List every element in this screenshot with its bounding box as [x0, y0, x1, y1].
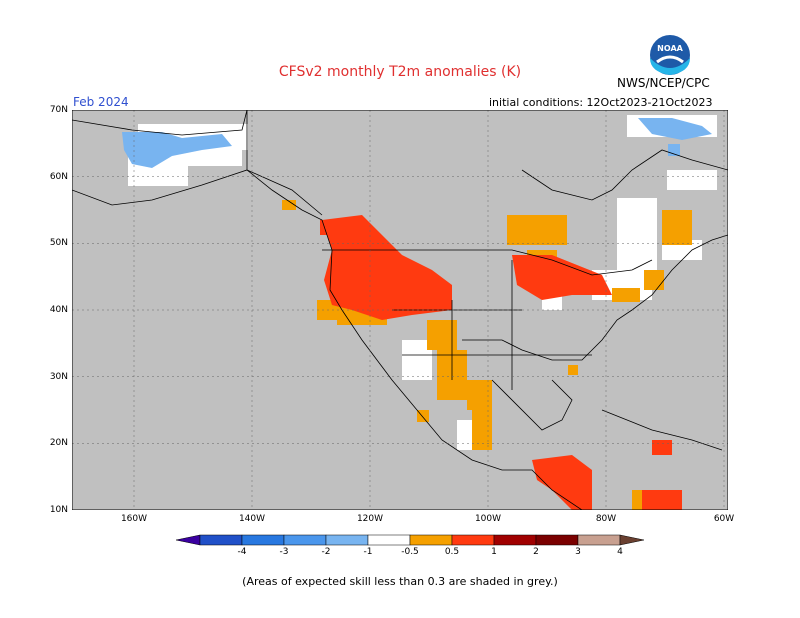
initial-conditions-label: initial conditions: 12Oct2023-21Oct2023: [489, 96, 713, 109]
colorbar-tick-label: 0.5: [444, 547, 460, 557]
anomaly-map: [72, 110, 728, 510]
lon-label-60w: 60W: [713, 514, 735, 524]
warm-red-regions: [320, 215, 682, 510]
agency-label: NWS/NCEP/CPC: [617, 76, 710, 90]
month-label: Feb 2024: [73, 95, 129, 109]
colorbar-tick-label: -4: [237, 547, 247, 557]
lon-label-120w: 120W: [356, 514, 384, 524]
colorbar-segment: [241, 534, 285, 546]
colorbar-tick-label: 1: [491, 547, 497, 557]
lon-label-160w: 160W: [120, 514, 148, 524]
colorbar-segment: [409, 534, 453, 546]
colorbar-segment: [493, 534, 537, 546]
colorbar-tick-label: 2: [533, 547, 539, 557]
graticule: [72, 110, 728, 510]
colorbar-tick-label: -1: [363, 547, 373, 557]
lat-label-20n: 20N: [49, 438, 68, 448]
lat-label-10n: 10N: [49, 505, 68, 515]
lat-label-40n: 40N: [49, 305, 68, 315]
lat-label-30n: 30N: [49, 372, 68, 382]
lat-label-60n: 60N: [49, 172, 68, 182]
colorbar-segment: [325, 534, 369, 546]
colorbar-segment: [199, 534, 243, 546]
colorbar-segment: [451, 534, 495, 546]
logo-text: NOAA: [657, 44, 683, 53]
colorbar-segments: [175, 534, 645, 546]
coastlines: [72, 110, 728, 510]
colorbar-arrow-low: [175, 534, 201, 546]
chart-title: CFSv2 monthly T2m anomalies (K): [278, 64, 522, 80]
noaa-logo: NOAA: [650, 35, 690, 75]
colorbar-tick-label: -2: [321, 547, 331, 557]
colorbar-segment: [283, 534, 327, 546]
cool-regions: [122, 118, 712, 168]
skill-note: (Areas of expected skill less than 0.3 a…: [242, 575, 558, 588]
lat-label-70n: 70N: [49, 105, 68, 115]
colorbar-arrow-high: [619, 534, 645, 546]
colorbar-segment: [535, 534, 579, 546]
colorbar-tick-label: -0.5: [401, 547, 419, 557]
colorbar-segment: [367, 534, 411, 546]
colorbar-tick-label: 4: [617, 547, 623, 557]
lon-label-140w: 140W: [238, 514, 266, 524]
colorbar-tick-label: -3: [279, 547, 289, 557]
lon-label-100w: 100W: [474, 514, 502, 524]
lon-label-80w: 80W: [595, 514, 617, 524]
colorbar-tick-label: 3: [575, 547, 581, 557]
lat-label-50n: 50N: [49, 238, 68, 248]
colorbar-segment: [577, 534, 621, 546]
